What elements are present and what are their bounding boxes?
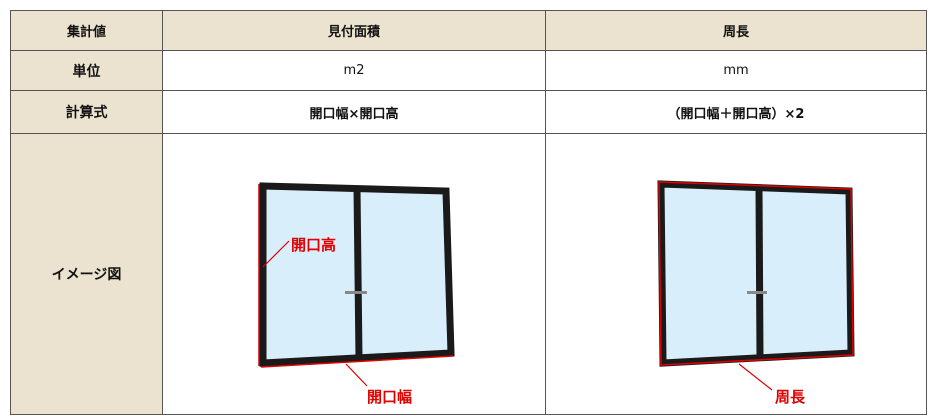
row-key: 単位 — [10, 50, 163, 91]
cell: （開口幅＋開口高）×2 — [545, 90, 927, 134]
dimension-label: 開口幅 — [367, 388, 412, 406]
header-cell: 周長 — [545, 10, 927, 51]
window-frame — [657, 180, 855, 367]
summary-table: 集計値 見付面積 周長 単位 m2 mm 計算式 開口幅×開口高 （開口幅＋開口… — [10, 10, 927, 415]
header-cell: 集計値 — [10, 10, 163, 51]
header-row: 集計値 見付面積 周長 — [10, 10, 927, 51]
handle — [345, 291, 367, 294]
header-cell: 見付面積 — [162, 10, 546, 51]
row-key: 計算式 — [10, 90, 163, 134]
pointer — [738, 363, 773, 391]
pointer — [345, 363, 368, 387]
row-key: イメージ図 — [10, 133, 163, 415]
dimension-label: 開口高 — [291, 236, 336, 254]
image-cell: 周長 — [545, 133, 927, 415]
width-line — [260, 355, 454, 368]
mullion — [755, 187, 764, 359]
row: イメージ図 開口高 開口幅 周長 — [10, 133, 927, 415]
row: 計算式 開口幅×開口高 （開口幅＋開口高）×2 — [10, 90, 927, 134]
handle — [747, 291, 767, 294]
cell: 開口幅×開口高 — [162, 90, 546, 134]
window-illustration: 開口高 開口幅 — [258, 182, 455, 406]
dimension-label: 周長 — [775, 388, 806, 406]
row: 単位 m2 mm — [10, 50, 927, 91]
pointer — [262, 240, 290, 268]
cell: m2 — [162, 50, 546, 91]
window-illustration: 周長 — [657, 180, 855, 406]
cell: mm — [545, 50, 927, 91]
mullion — [353, 188, 363, 359]
image-cell: 開口高 開口幅 — [162, 133, 546, 415]
perimeter-line — [658, 181, 854, 366]
